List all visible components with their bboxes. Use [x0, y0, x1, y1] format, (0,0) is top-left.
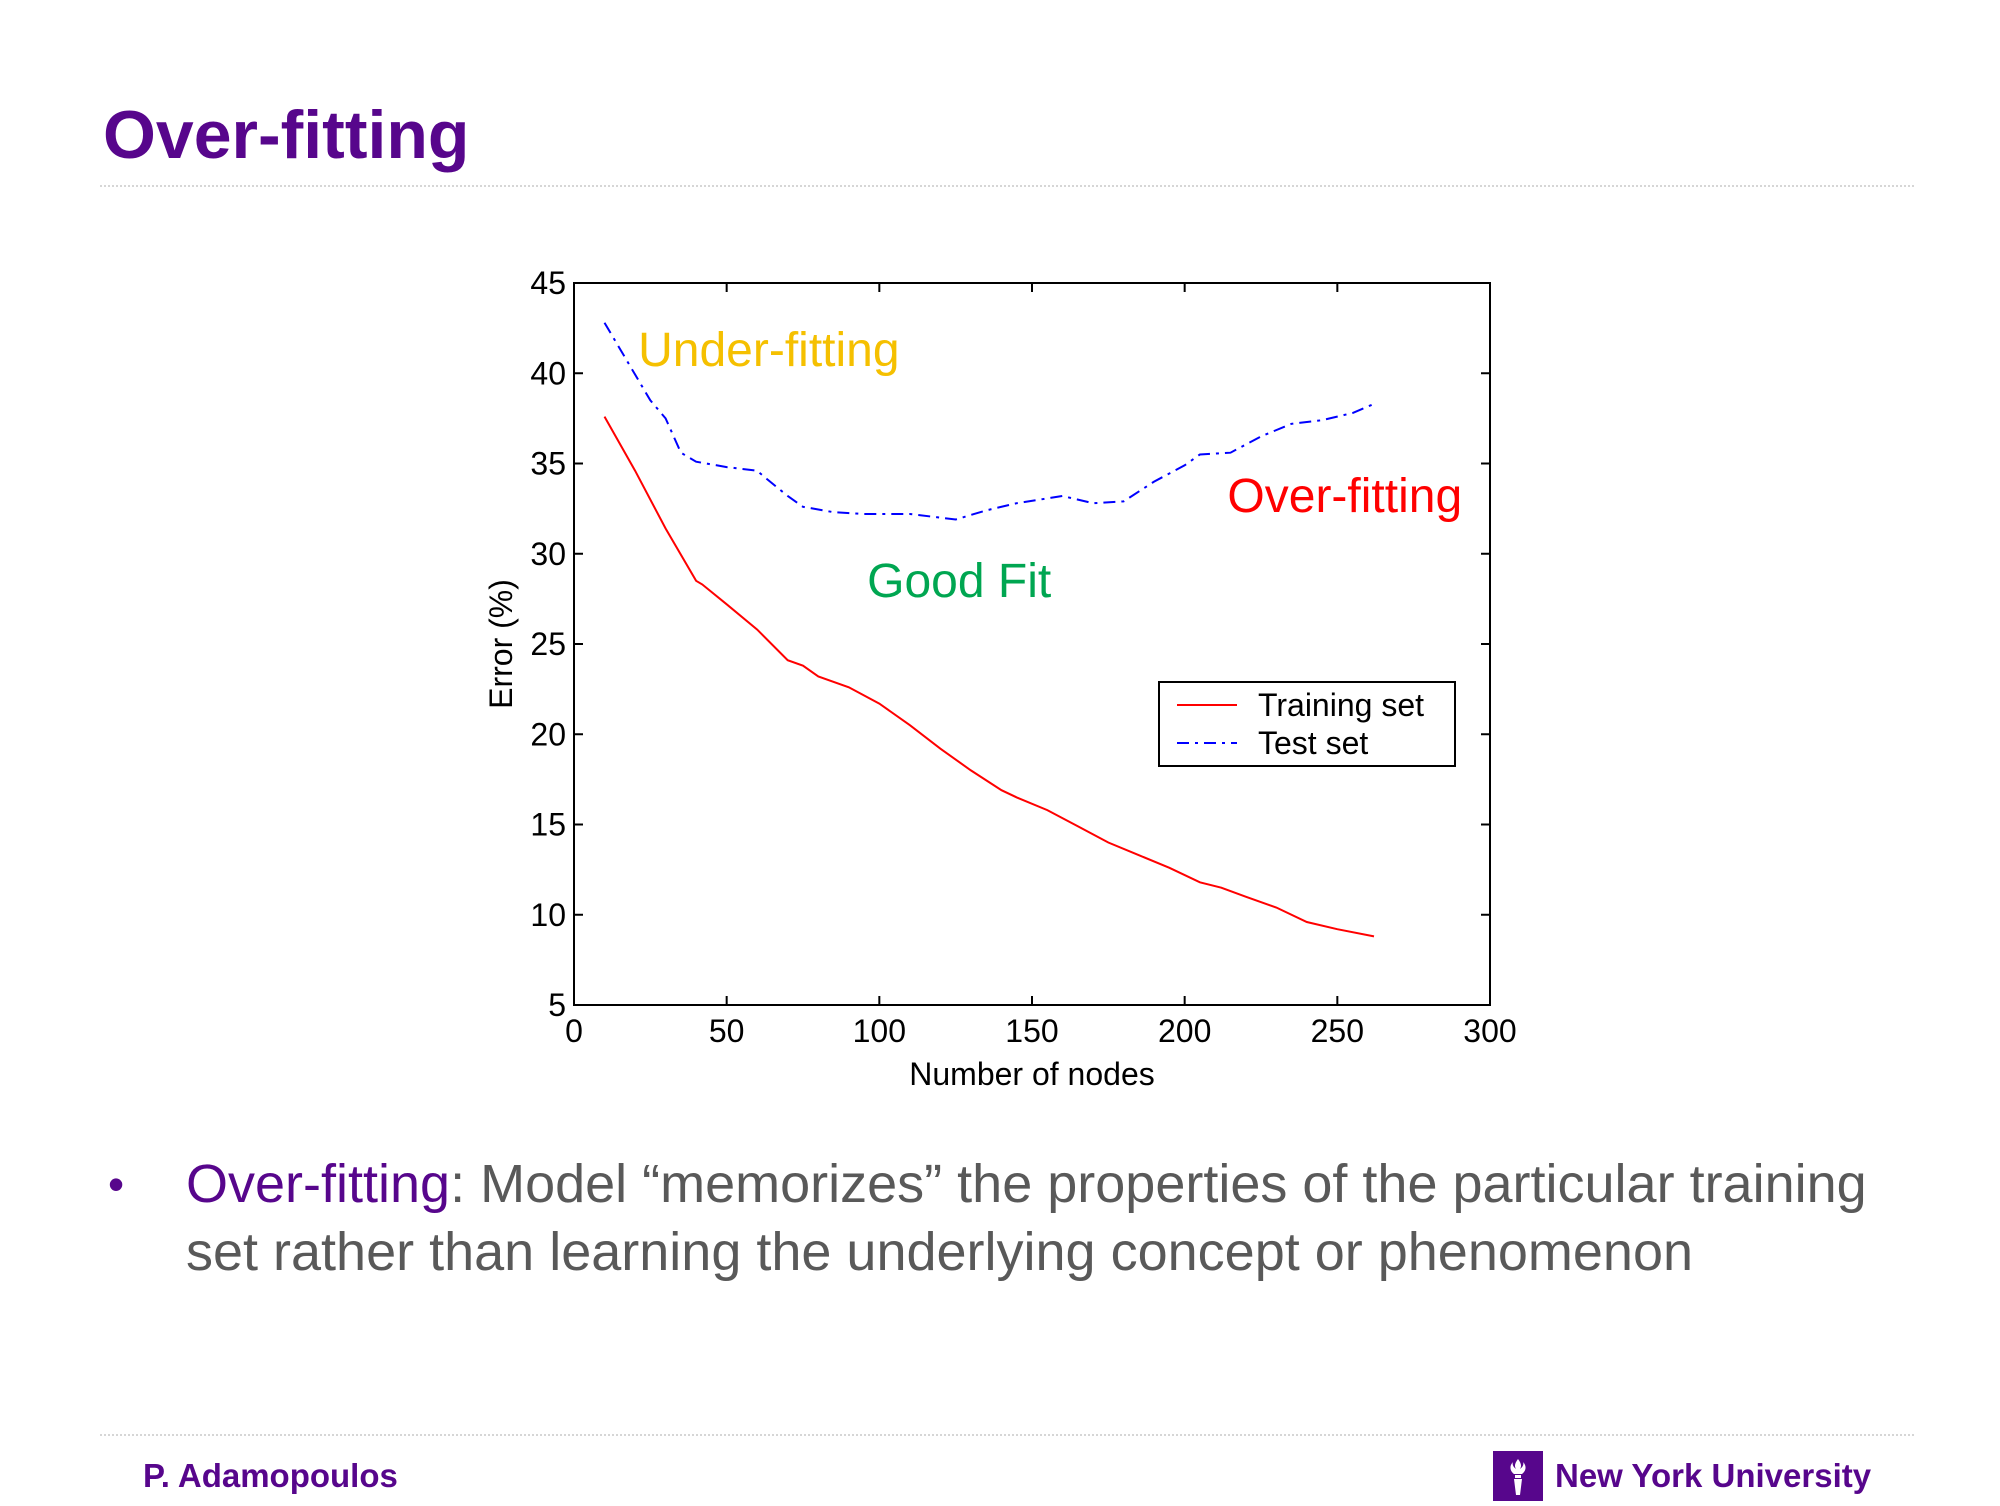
- footer-author: P. Adamopoulos: [143, 1457, 398, 1494]
- x-tick-label: 0: [565, 1013, 583, 1049]
- y-tick-label: 10: [530, 897, 566, 933]
- error-vs-nodes-chart: 0 50 100 150 200 250 300 5 10 15 20 25 30 35 40 45 Numbe…: [483, 265, 1517, 1092]
- plot-frame: [573, 282, 1491, 1006]
- x-tick-label: 200: [1158, 1013, 1211, 1049]
- nyu-torch-icon: [1493, 1451, 1543, 1501]
- y-tick-label: 15: [530, 807, 566, 843]
- y-tick-label: 25: [530, 626, 566, 662]
- y-tick-label: 5: [548, 987, 566, 1023]
- slide-title: Over-fitting: [103, 97, 470, 173]
- bullet-term: Over-fitting: [186, 1154, 451, 1214]
- x-tick-label: 50: [709, 1013, 745, 1049]
- title-divider: [100, 185, 1914, 187]
- x-tick-label: 250: [1311, 1013, 1364, 1049]
- legend-label: Test set: [1258, 725, 1368, 761]
- annotation-label: Good Fit: [867, 555, 1051, 608]
- bullet-text: Over-fitting: Model “memorizes” the prop…: [186, 1150, 1946, 1286]
- annotation-label: Under-fitting: [638, 324, 899, 377]
- y-tick-label: 40: [530, 355, 566, 391]
- y-tick-label: 20: [530, 716, 566, 752]
- y-axis-label: Error (%): [483, 579, 519, 709]
- annotation-label: Over-fitting: [1227, 470, 1462, 523]
- bullet-dot-icon: •: [108, 1158, 125, 1210]
- y-tick-label: 35: [530, 446, 566, 482]
- footer-divider: [100, 1434, 1914, 1436]
- x-tick-label: 300: [1463, 1013, 1516, 1049]
- x-tick-label: 100: [853, 1013, 906, 1049]
- y-tick-label: 45: [530, 265, 566, 301]
- legend-label: Training set: [1258, 687, 1424, 723]
- x-axis-label: Number of nodes: [909, 1056, 1154, 1092]
- x-tick-label: 150: [1005, 1013, 1058, 1049]
- bullet-description: : Model “memorizes” the properties of th…: [186, 1154, 1867, 1282]
- legend-box: [1158, 681, 1456, 767]
- y-tick-label: 30: [530, 536, 566, 572]
- footer-institution: New York University: [1555, 1457, 1872, 1494]
- test-set-line: [603, 322, 1375, 521]
- training-set-line: [603, 416, 1375, 938]
